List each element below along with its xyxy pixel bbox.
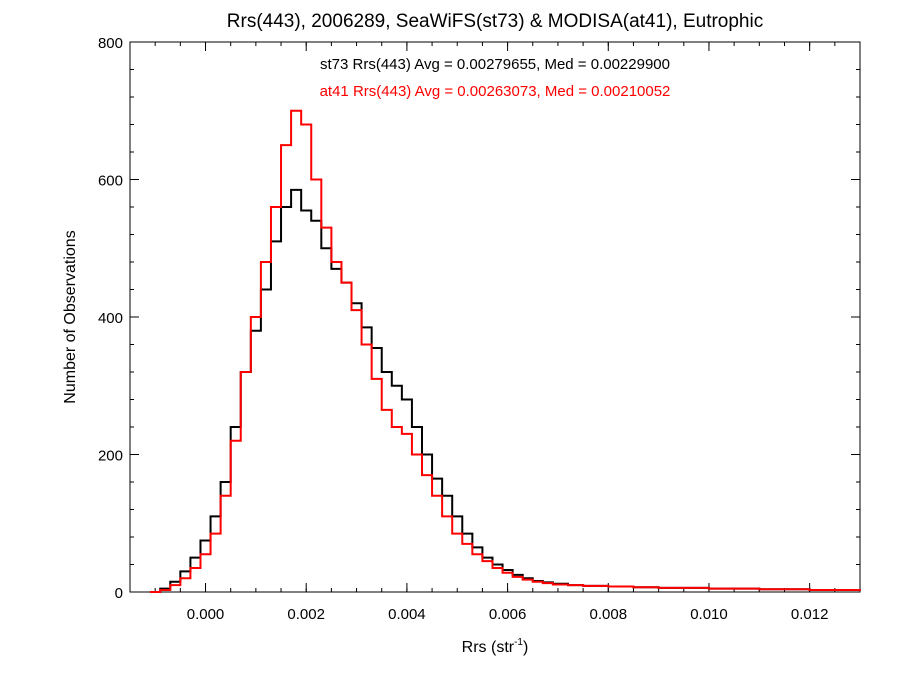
annotation-at41: at41 Rrs(443) Avg = 0.00263073, Med = 0.…	[320, 83, 671, 100]
x-axis-label-superscript: -1	[514, 637, 523, 648]
y-axis-label: Number of Observations	[62, 230, 79, 403]
x-tick-label: 0.012	[791, 606, 829, 623]
y-tick-label: 400	[98, 310, 123, 327]
x-tick-label: 0.006	[489, 606, 527, 623]
y-tick-label: 600	[98, 173, 123, 190]
chart-title: Rrs(443), 2006289, SeaWiFS(st73) & MODIS…	[227, 11, 763, 32]
series-line-0	[150, 188, 861, 593]
y-axis: 0 200 400 600 800	[98, 35, 860, 602]
x-tick-label: 0.008	[590, 606, 628, 623]
x-tick-label: 0.004	[388, 606, 426, 623]
x-axis-label-suffix: )	[523, 639, 528, 656]
x-tick-label: 0.000	[187, 606, 225, 623]
x-axis: 0.000 0.002 0.004 0.006 0.008 0.010 0.012	[129, 42, 836, 623]
annotation-st73: st73 Rrs(443) Avg = 0.00279655, Med = 0.…	[320, 56, 670, 73]
series-layer	[150, 109, 861, 593]
x-tick-label: 0.010	[690, 606, 728, 623]
y-tick-label: 200	[98, 448, 123, 465]
x-axis-label-main: Rrs (str	[462, 639, 515, 656]
y-tick-label: 800	[98, 35, 123, 52]
y-tick-label: 0	[115, 585, 123, 602]
x-tick-label: 0.002	[287, 606, 325, 623]
series-line-1	[150, 109, 861, 593]
x-axis-label: Rrs (str-1)	[462, 637, 529, 656]
plot-frame	[129, 41, 861, 593]
